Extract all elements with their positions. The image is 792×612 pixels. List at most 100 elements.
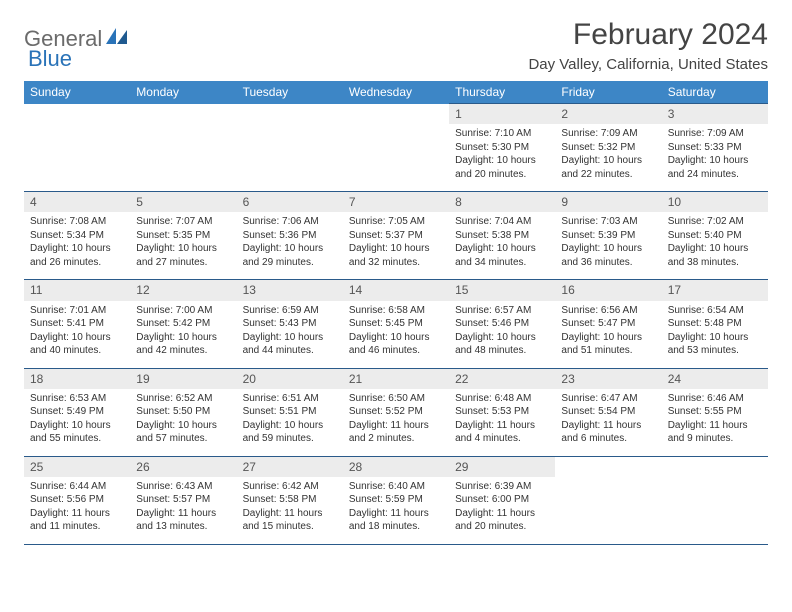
daylight-text: and 42 minutes. <box>136 344 230 358</box>
daylight-text: Daylight: 10 hours <box>561 331 655 345</box>
calendar-cell: 22Sunrise: 6:48 AMSunset: 5:53 PMDayligh… <box>449 368 555 456</box>
daylight-text: and 4 minutes. <box>455 432 549 446</box>
sunset-text: Sunset: 5:57 PM <box>136 493 230 507</box>
day-number: 19 <box>130 369 236 389</box>
calendar-cell: 21Sunrise: 6:50 AMSunset: 5:52 PMDayligh… <box>343 368 449 456</box>
daylight-text: Daylight: 10 hours <box>136 331 230 345</box>
calendar-cell: 25Sunrise: 6:44 AMSunset: 5:56 PMDayligh… <box>24 456 130 544</box>
calendar-cell: 1Sunrise: 7:10 AMSunset: 5:30 PMDaylight… <box>449 104 555 192</box>
sunrise-text: Sunrise: 6:44 AM <box>30 480 124 494</box>
weekday-header: Tuesday <box>237 81 343 104</box>
day-number: 23 <box>555 369 661 389</box>
daylight-text: and 53 minutes. <box>668 344 762 358</box>
sunset-text: Sunset: 5:59 PM <box>349 493 443 507</box>
sunrise-text: Sunrise: 6:47 AM <box>561 392 655 406</box>
calendar-cell: 27Sunrise: 6:42 AMSunset: 5:58 PMDayligh… <box>237 456 343 544</box>
daylight-text: Daylight: 10 hours <box>243 331 337 345</box>
daylight-text: and 26 minutes. <box>30 256 124 270</box>
daylight-text: Daylight: 10 hours <box>349 242 443 256</box>
sunrise-text: Sunrise: 7:10 AM <box>455 127 549 141</box>
daylight-text: and 55 minutes. <box>30 432 124 446</box>
calendar-cell: 9Sunrise: 7:03 AMSunset: 5:39 PMDaylight… <box>555 192 661 280</box>
daylight-text: Daylight: 10 hours <box>455 242 549 256</box>
sunrise-text: Sunrise: 7:09 AM <box>561 127 655 141</box>
sunrise-text: Sunrise: 6:40 AM <box>349 480 443 494</box>
sunrise-text: Sunrise: 7:06 AM <box>243 215 337 229</box>
day-number: 7 <box>343 192 449 212</box>
sunrise-text: Sunrise: 7:04 AM <box>455 215 549 229</box>
sunset-text: Sunset: 6:00 PM <box>455 493 549 507</box>
daylight-text: Daylight: 11 hours <box>455 507 549 521</box>
calendar-cell <box>130 104 236 192</box>
title-block: February 2024 Day Valley, California, Un… <box>528 18 768 73</box>
calendar-row: 11Sunrise: 7:01 AMSunset: 5:41 PMDayligh… <box>24 280 768 368</box>
calendar-cell: 20Sunrise: 6:51 AMSunset: 5:51 PMDayligh… <box>237 368 343 456</box>
sunrise-text: Sunrise: 7:01 AM <box>30 304 124 318</box>
daylight-text: Daylight: 10 hours <box>668 154 762 168</box>
day-number: 8 <box>449 192 555 212</box>
day-number: 17 <box>662 280 768 300</box>
day-number: 20 <box>237 369 343 389</box>
daylight-text: and 13 minutes. <box>136 520 230 534</box>
day-number: 28 <box>343 457 449 477</box>
sunrise-text: Sunrise: 6:50 AM <box>349 392 443 406</box>
daylight-text: and 44 minutes. <box>243 344 337 358</box>
sunrise-text: Sunrise: 6:48 AM <box>455 392 549 406</box>
daylight-text: and 59 minutes. <box>243 432 337 446</box>
day-number: 12 <box>130 280 236 300</box>
day-number: 5 <box>130 192 236 212</box>
sunrise-text: Sunrise: 6:56 AM <box>561 304 655 318</box>
sunset-text: Sunset: 5:53 PM <box>455 405 549 419</box>
day-number: 13 <box>237 280 343 300</box>
daylight-text: and 24 minutes. <box>668 168 762 182</box>
day-number: 14 <box>343 280 449 300</box>
sunset-text: Sunset: 5:52 PM <box>349 405 443 419</box>
day-number: 2 <box>555 104 661 124</box>
day-number: 21 <box>343 369 449 389</box>
sunset-text: Sunset: 5:33 PM <box>668 141 762 155</box>
sunset-text: Sunset: 5:56 PM <box>30 493 124 507</box>
calendar-cell: 19Sunrise: 6:52 AMSunset: 5:50 PMDayligh… <box>130 368 236 456</box>
daylight-text: and 46 minutes. <box>349 344 443 358</box>
daylight-text: and 27 minutes. <box>136 256 230 270</box>
calendar-cell: 23Sunrise: 6:47 AMSunset: 5:54 PMDayligh… <box>555 368 661 456</box>
daylight-text: Daylight: 10 hours <box>349 331 443 345</box>
logo-text-blue: Blue <box>28 46 72 71</box>
calendar-cell: 17Sunrise: 6:54 AMSunset: 5:48 PMDayligh… <box>662 280 768 368</box>
calendar-cell: 5Sunrise: 7:07 AMSunset: 5:35 PMDaylight… <box>130 192 236 280</box>
daylight-text: Daylight: 10 hours <box>243 419 337 433</box>
day-number: 10 <box>662 192 768 212</box>
sunrise-text: Sunrise: 7:08 AM <box>30 215 124 229</box>
sunrise-text: Sunrise: 6:46 AM <box>668 392 762 406</box>
daylight-text: and 38 minutes. <box>668 256 762 270</box>
sunrise-text: Sunrise: 7:00 AM <box>136 304 230 318</box>
daylight-text: Daylight: 10 hours <box>30 419 124 433</box>
day-number: 27 <box>237 457 343 477</box>
daylight-text: and 18 minutes. <box>349 520 443 534</box>
daylight-text: and 15 minutes. <box>243 520 337 534</box>
calendar-cell: 8Sunrise: 7:04 AMSunset: 5:38 PMDaylight… <box>449 192 555 280</box>
logo-sail-icon <box>106 28 128 51</box>
sunrise-text: Sunrise: 6:58 AM <box>349 304 443 318</box>
sunset-text: Sunset: 5:34 PM <box>30 229 124 243</box>
daylight-text: and 20 minutes. <box>455 520 549 534</box>
calendar-cell: 29Sunrise: 6:39 AMSunset: 6:00 PMDayligh… <box>449 456 555 544</box>
sunset-text: Sunset: 5:39 PM <box>561 229 655 243</box>
calendar-cell <box>343 104 449 192</box>
daylight-text: Daylight: 10 hours <box>30 331 124 345</box>
day-number: 6 <box>237 192 343 212</box>
calendar-cell: 26Sunrise: 6:43 AMSunset: 5:57 PMDayligh… <box>130 456 236 544</box>
weekday-header: Monday <box>130 81 236 104</box>
sunrise-text: Sunrise: 6:43 AM <box>136 480 230 494</box>
calendar-row: 1Sunrise: 7:10 AMSunset: 5:30 PMDaylight… <box>24 104 768 192</box>
calendar-row: 18Sunrise: 6:53 AMSunset: 5:49 PMDayligh… <box>24 368 768 456</box>
sunrise-text: Sunrise: 7:03 AM <box>561 215 655 229</box>
day-number: 22 <box>449 369 555 389</box>
daylight-text: Daylight: 10 hours <box>455 154 549 168</box>
sunset-text: Sunset: 5:51 PM <box>243 405 337 419</box>
sunrise-text: Sunrise: 6:42 AM <box>243 480 337 494</box>
sunset-text: Sunset: 5:41 PM <box>30 317 124 331</box>
calendar-cell: 16Sunrise: 6:56 AMSunset: 5:47 PMDayligh… <box>555 280 661 368</box>
sunset-text: Sunset: 5:49 PM <box>30 405 124 419</box>
sunset-text: Sunset: 5:54 PM <box>561 405 655 419</box>
